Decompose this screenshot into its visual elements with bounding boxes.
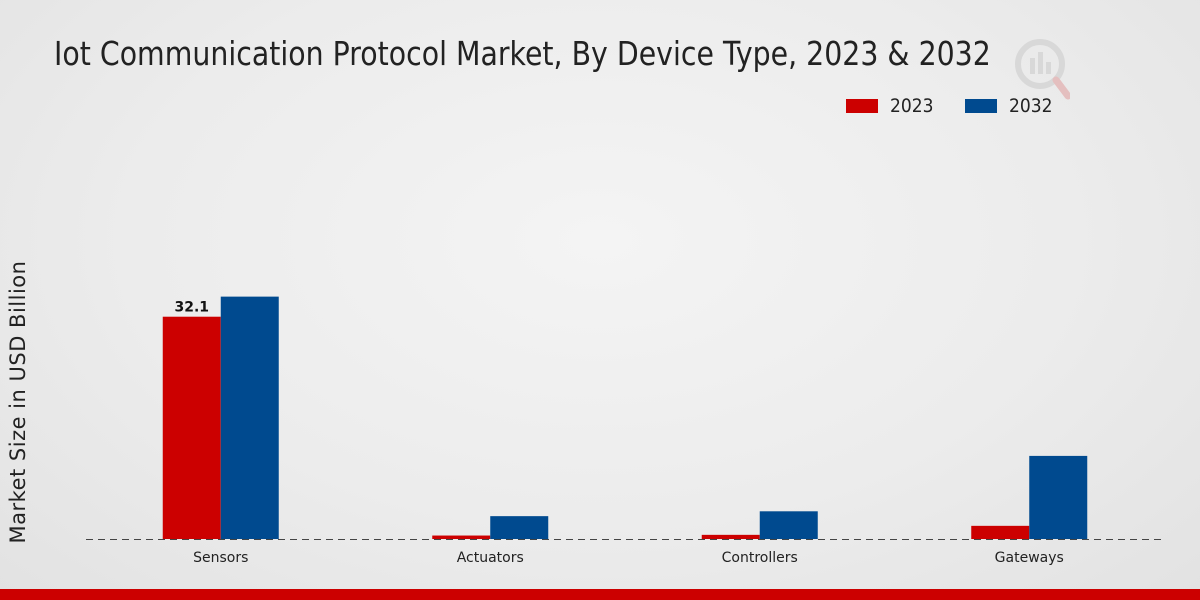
chart-title: Iot Communication Protocol Market, By De…	[54, 34, 991, 73]
x-tick-label-sensors: Sensors	[193, 550, 248, 566]
legend-swatch-2023	[846, 99, 878, 113]
footer-bar	[0, 589, 1200, 600]
bar-2023-sensors	[162, 316, 221, 539]
bar-2023-actuators	[432, 535, 491, 539]
watermark-logo-icon	[1015, 39, 1070, 100]
legend-swatch-2032	[965, 99, 997, 113]
bar-2032-actuators	[490, 516, 549, 539]
bar-2032-sensors	[220, 296, 279, 539]
x-tick-label-actuators: Actuators	[457, 550, 524, 566]
data-label-2023-sensors: 32.1	[174, 300, 209, 316]
legend-label-2032: 2032	[1009, 95, 1053, 117]
x-tick-label-gateways: Gateways	[995, 550, 1064, 566]
bar-2032-gateways	[1029, 455, 1088, 539]
bar-2023-gateways	[971, 525, 1030, 539]
bar-2023-controllers	[701, 534, 760, 539]
bar-2032-controllers	[759, 511, 818, 539]
legend-label-2023: 2023	[890, 95, 934, 117]
x-tick-label-controllers: Controllers	[722, 550, 798, 566]
